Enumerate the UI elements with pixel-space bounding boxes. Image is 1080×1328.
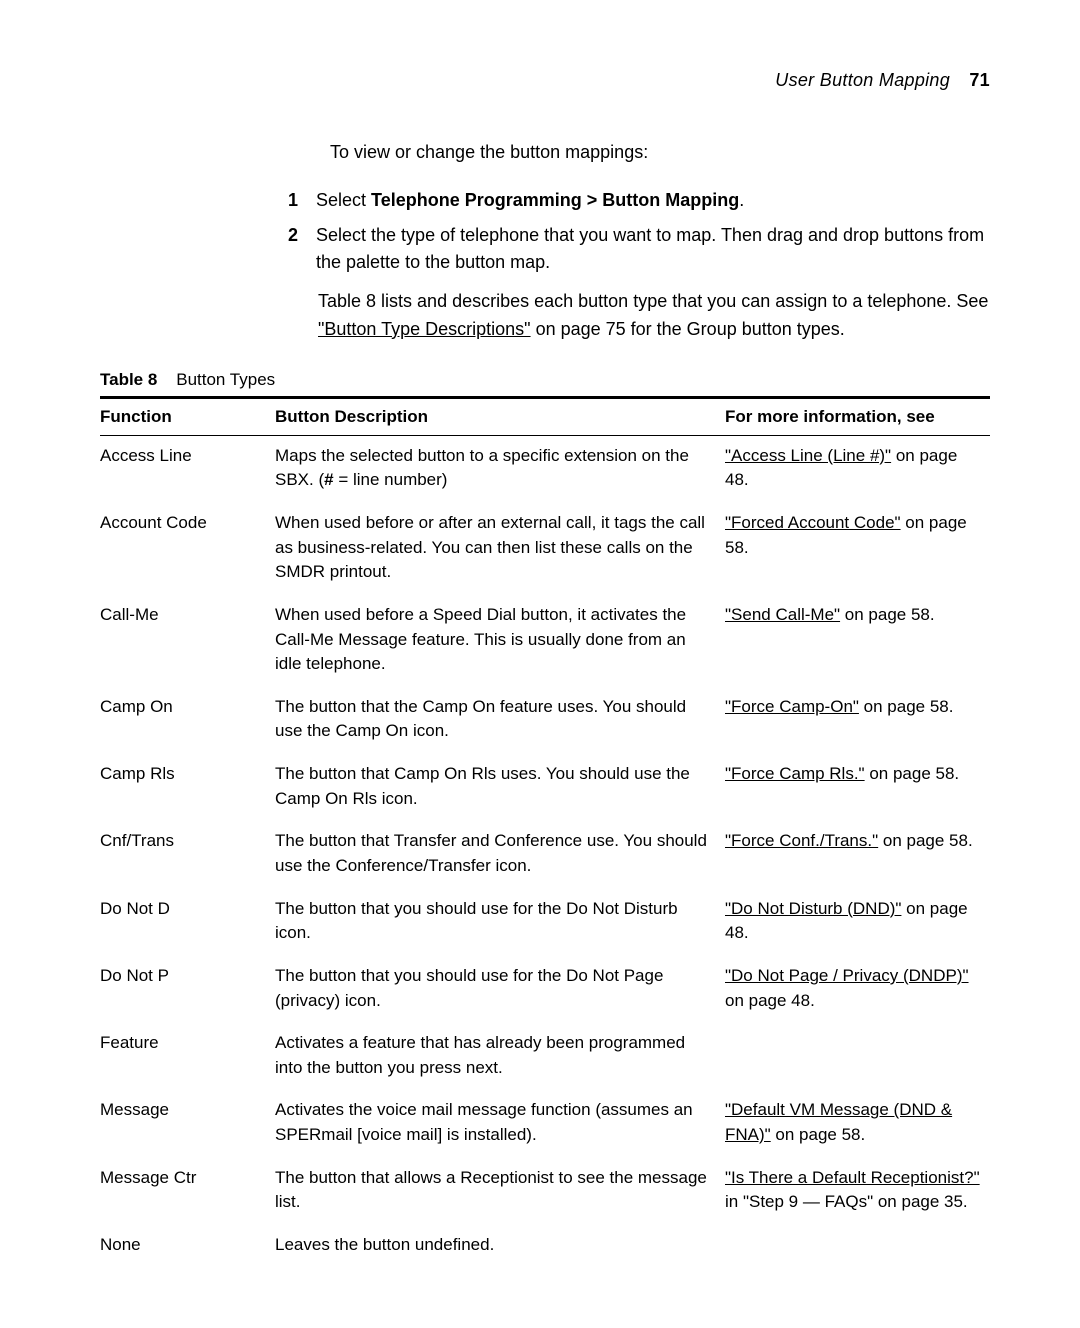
cell-description: Leaves the button undefined. bbox=[275, 1225, 725, 1268]
col-see: For more information, see bbox=[725, 397, 990, 435]
cell-see: "Default VM Message (DND & FNA)" on page… bbox=[725, 1090, 990, 1157]
cell-description: The button that you should use for the D… bbox=[275, 956, 725, 1023]
cell-function: Account Code bbox=[100, 503, 275, 595]
cell-description: The button that allows a Receptionist to… bbox=[275, 1158, 725, 1225]
cell-see: "Is There a Default Receptionist?" in "S… bbox=[725, 1158, 990, 1225]
table-title: Button Types bbox=[176, 370, 275, 389]
cell-description: Activates a feature that has already bee… bbox=[275, 1023, 725, 1090]
cell-function: Access Line bbox=[100, 435, 275, 503]
step-number: 2 bbox=[280, 222, 298, 276]
table-body: Access LineMaps the selected button to a… bbox=[100, 435, 990, 1268]
col-function: Function bbox=[100, 397, 275, 435]
table-row: Camp OnThe button that the Camp On featu… bbox=[100, 687, 990, 754]
cell-see: "Do Not Disturb (DND)" on page 48. bbox=[725, 889, 990, 956]
table-header-row: Function Button Description For more inf… bbox=[100, 397, 990, 435]
cell-see: "Access Line (Line #)" on page 48. bbox=[725, 435, 990, 503]
running-head-title: User Button Mapping bbox=[775, 70, 950, 90]
cell-description: The button that Camp On Rls uses. You sh… bbox=[275, 754, 725, 821]
cell-see: "Force Camp Rls." on page 58. bbox=[725, 754, 990, 821]
table-row: Cnf/TransThe button that Transfer and Co… bbox=[100, 821, 990, 888]
table-label: Table 8 bbox=[100, 370, 157, 389]
cell-see: "Force Conf./Trans." on page 58. bbox=[725, 821, 990, 888]
step-1: 1 Select Telephone Programming > Button … bbox=[280, 187, 990, 214]
cell-see bbox=[725, 1225, 990, 1268]
table-row: Account CodeWhen used before or after an… bbox=[100, 503, 990, 595]
intro-text: To view or change the button mappings: bbox=[330, 139, 990, 167]
cell-function: Do Not D bbox=[100, 889, 275, 956]
note-block: Table 8 lists and describes each button … bbox=[318, 288, 990, 344]
cell-function: Camp Rls bbox=[100, 754, 275, 821]
cell-description: The button that Transfer and Conference … bbox=[275, 821, 725, 888]
cell-function: Message Ctr bbox=[100, 1158, 275, 1225]
step-body: Select Telephone Programming > Button Ma… bbox=[316, 187, 990, 214]
table-caption: Table 8 Button Types bbox=[100, 370, 990, 390]
cell-description: The button that the Camp On feature uses… bbox=[275, 687, 725, 754]
cell-description: The button that you should use for the D… bbox=[275, 889, 725, 956]
step-body: Select the type of telephone that you wa… bbox=[316, 222, 990, 276]
button-types-table: Function Button Description For more inf… bbox=[100, 396, 990, 1268]
cell-see: "Send Call-Me" on page 58. bbox=[725, 595, 990, 687]
table-row: Do Not DThe button that you should use f… bbox=[100, 889, 990, 956]
table-row: Do Not PThe button that you should use f… bbox=[100, 956, 990, 1023]
table-row: Access LineMaps the selected button to a… bbox=[100, 435, 990, 503]
step-number: 1 bbox=[280, 187, 298, 214]
step-2: 2 Select the type of telephone that you … bbox=[280, 222, 990, 276]
page: User Button Mapping 71 To view or change… bbox=[0, 0, 1080, 1328]
cell-see bbox=[725, 1023, 990, 1090]
cell-description: When used before or after an external ca… bbox=[275, 503, 725, 595]
table-row: Camp RlsThe button that Camp On Rls uses… bbox=[100, 754, 990, 821]
page-number: 71 bbox=[969, 70, 990, 90]
table-row: FeatureActivates a feature that has alre… bbox=[100, 1023, 990, 1090]
table-row: Message CtrThe button that allows a Rece… bbox=[100, 1158, 990, 1225]
col-description: Button Description bbox=[275, 397, 725, 435]
steps: 1 Select Telephone Programming > Button … bbox=[280, 187, 990, 276]
cell-function: Camp On bbox=[100, 687, 275, 754]
cell-function: Cnf/Trans bbox=[100, 821, 275, 888]
table-row: Call-MeWhen used before a Speed Dial but… bbox=[100, 595, 990, 687]
cell-function: None bbox=[100, 1225, 275, 1268]
cell-description: Activates the voice mail message functio… bbox=[275, 1090, 725, 1157]
table-row: NoneLeaves the button undefined. bbox=[100, 1225, 990, 1268]
cell-see: "Force Camp-On" on page 58. bbox=[725, 687, 990, 754]
cell-function: Feature bbox=[100, 1023, 275, 1090]
cell-function: Do Not P bbox=[100, 956, 275, 1023]
cell-see: "Forced Account Code" on page 58. bbox=[725, 503, 990, 595]
cell-function: Call-Me bbox=[100, 595, 275, 687]
running-head: User Button Mapping 71 bbox=[100, 70, 990, 91]
cell-description: Maps the selected button to a specific e… bbox=[275, 435, 725, 503]
cell-description: When used before a Speed Dial button, it… bbox=[275, 595, 725, 687]
intro-block: To view or change the button mappings: bbox=[330, 139, 990, 167]
cell-see: "Do Not Page / Privacy (DNDP)" on page 4… bbox=[725, 956, 990, 1023]
table-row: MessageActivates the voice mail message … bbox=[100, 1090, 990, 1157]
cell-function: Message bbox=[100, 1090, 275, 1157]
